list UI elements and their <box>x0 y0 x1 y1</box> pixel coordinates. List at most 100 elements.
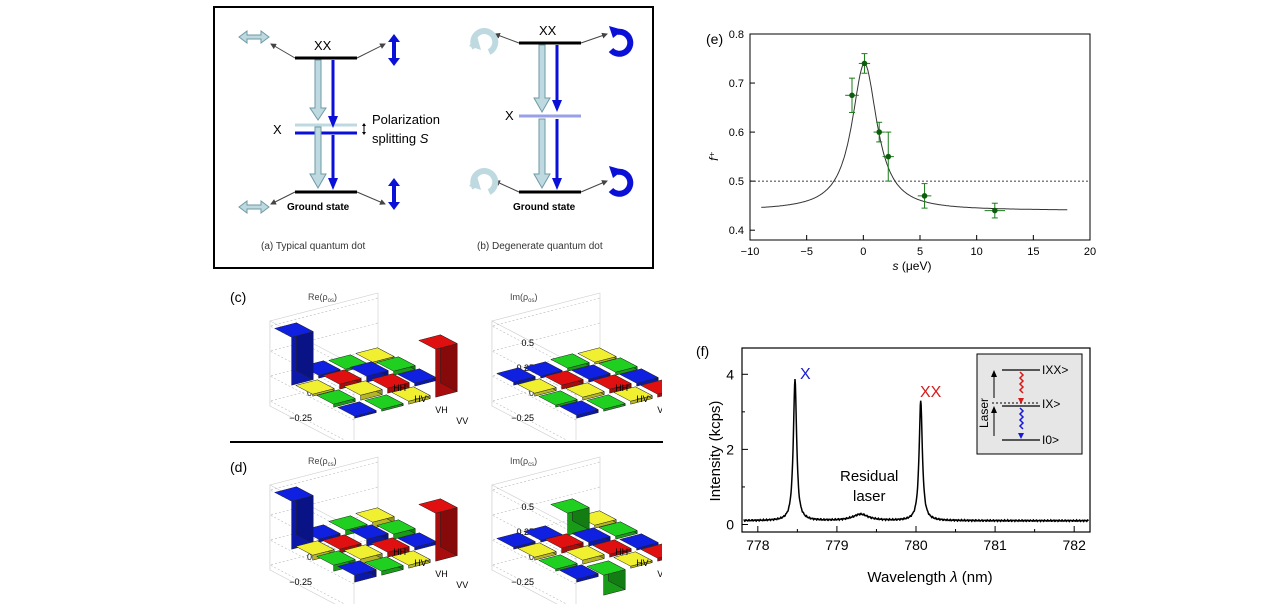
y-tick-label: 0.8 <box>729 29 744 41</box>
x-tick-label: −5 <box>800 246 813 258</box>
inset-frame <box>976 353 1083 455</box>
x-tick-label: 20 <box>1084 246 1096 258</box>
bar-top-face <box>592 374 632 390</box>
emission-pointer <box>356 191 386 205</box>
bar-top-face <box>571 364 611 380</box>
im-bar-plot: 0.50.250−0.25HHHVVHVVHHHVVHVV <box>491 292 690 457</box>
col-axis-label: HV <box>414 558 427 568</box>
bar-top-face <box>370 537 410 553</box>
bar-top-face <box>592 539 632 555</box>
y-tick-label: 0.5 <box>729 176 744 188</box>
bar-top-face <box>343 380 383 396</box>
grid-line <box>269 322 379 396</box>
data-point <box>876 129 882 135</box>
dark-arrowhead-upper-a <box>328 116 338 128</box>
caption-b: (b) Degenerate quantum dot <box>477 241 603 252</box>
ground-state-label-b: Ground state <box>513 202 576 213</box>
inset-xx-emission <box>1018 371 1025 394</box>
col-axis-label: VH <box>657 405 662 415</box>
inset-xx-label: IXX> <box>1042 363 1068 377</box>
density-matrix-os: (c) Re(ρos) Im(ρos) 0.50.250−0.25HHHVVHV… <box>230 289 690 457</box>
col-axis-label: HH <box>393 547 406 557</box>
polarization-text-line1: Polarization <box>372 112 440 127</box>
panel-f: (f) 778 779 780 781 782 0 2 4 X XX Residual las… <box>690 336 1110 592</box>
emission-pointer <box>494 180 520 193</box>
bar-top-face <box>577 347 617 363</box>
z-tick-label: −0.25 <box>511 577 534 587</box>
grid-line <box>491 511 601 585</box>
emission-pointer <box>270 191 296 205</box>
bar-top-face <box>544 370 584 386</box>
bar-top-face <box>355 347 395 363</box>
x-tick-label: 0 <box>860 246 866 258</box>
bar-top-face <box>316 389 356 405</box>
y-tick-label: 2 <box>726 441 734 457</box>
panel-label-e: (e) <box>706 31 723 47</box>
ground-state-label-a: Ground state <box>287 202 350 213</box>
emission-pointer <box>270 43 296 59</box>
data-point <box>885 153 892 160</box>
dark-arrowhead-upper-b <box>552 100 562 112</box>
circular-polarization-icon-tip <box>469 176 481 190</box>
z-tick-label: 0 <box>529 388 534 398</box>
peak-label-x: X <box>800 366 811 383</box>
x-tick-label: 778 <box>746 537 770 553</box>
grid-line <box>491 297 601 371</box>
title-re-os: Re(ρos) <box>308 292 337 304</box>
inset-laser-arrowhead <box>991 406 997 413</box>
x-tick-label: 780 <box>904 537 928 553</box>
x-tick-label: 10 <box>971 246 983 258</box>
panel-d: (d) Re(ρcs) Im(ρcs) 0.50.250−0.25HHHVVHV… <box>222 448 690 609</box>
bar-top-face <box>517 542 557 558</box>
peak-label-xx: XX <box>920 384 942 401</box>
inset-laser-arrowhead <box>991 370 997 377</box>
density-matrix-cs: (d) Re(ρcs) Im(ρcs) 0.50.250−0.25HHHVVHV… <box>230 456 690 609</box>
bar-top-face <box>598 521 638 537</box>
col-axis-label: HV <box>636 394 649 404</box>
inset-ground-label: I0> <box>1042 433 1059 447</box>
bar-top-face <box>613 386 653 402</box>
circular-polarization-icon <box>608 28 634 57</box>
inset-x-label: IX> <box>1042 397 1060 411</box>
z-tick-label: 0 <box>307 552 312 562</box>
emission-pointer <box>356 43 386 59</box>
bar-top-face <box>337 560 377 576</box>
bar-top-face <box>538 390 578 406</box>
bar-top-face <box>376 519 416 535</box>
bar-top-face <box>349 524 389 540</box>
x-tick-label: 15 <box>1027 246 1039 258</box>
z-tick-label: −0.25 <box>511 413 534 423</box>
bar-top-face <box>376 356 416 372</box>
grid-line <box>269 297 379 371</box>
col-axis-label: HV <box>636 558 649 568</box>
z-tick-label: 0 <box>529 552 534 562</box>
bar-top-face <box>619 533 659 549</box>
title-im-cs: Im(ρcs) <box>510 456 537 468</box>
bar-top-face <box>328 515 368 531</box>
panel-e: (e) −10 −5 0 5 10 15 20 0.4 0.5 0.6 0.7 0.8 s (μeV)… <box>690 18 1110 280</box>
y-tick-label: 4 <box>726 366 734 382</box>
fit-curve-path <box>761 62 1068 211</box>
bar-top-face <box>517 378 557 394</box>
bar-top-face <box>586 394 626 410</box>
light-arrow-upper-b <box>533 44 551 114</box>
vertical-polarization-icon <box>388 178 400 210</box>
bar-top-face <box>619 368 659 384</box>
dark-arrowhead-lower-b <box>552 178 562 190</box>
data-point <box>992 207 998 214</box>
grid-line <box>491 486 601 560</box>
emission-pointer <box>580 180 608 193</box>
level-inset: IXX> IX> I0> Laser <box>976 353 1083 455</box>
y-tick-label: 0 <box>726 516 734 532</box>
light-arrow-lower-b <box>533 118 551 190</box>
x-axis-label: Wavelength λ (nm) <box>867 569 992 586</box>
chart-axes: 778 779 780 781 782 0 2 4 <box>726 347 1091 553</box>
xx-label-a: XX <box>314 38 332 53</box>
bar-top-face <box>550 353 590 369</box>
emission-pointer <box>580 32 608 44</box>
grid-line <box>269 461 379 535</box>
x-label-a: X <box>273 122 282 137</box>
bar-top-face <box>523 361 563 377</box>
col-axis-label: HV <box>414 394 427 404</box>
data-points <box>845 53 1005 219</box>
